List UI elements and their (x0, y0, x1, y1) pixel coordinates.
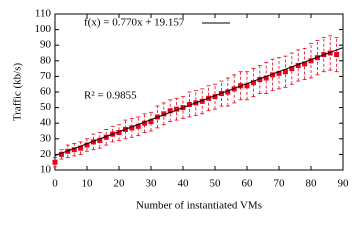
point (289, 66, 295, 72)
point (135, 123, 141, 129)
point (148, 119, 154, 125)
point (327, 50, 333, 56)
point (225, 89, 231, 95)
point (244, 83, 250, 89)
x-axis-label: Number of instantiated VMs (136, 200, 262, 212)
point (334, 52, 340, 58)
point (257, 77, 263, 83)
y-tick-label: 110 (35, 8, 52, 20)
point (90, 139, 96, 145)
y-tick-label: 100 (35, 23, 52, 35)
point (71, 147, 77, 153)
point (103, 134, 109, 140)
point (212, 94, 218, 100)
point (276, 70, 282, 76)
fit-line (54, 47, 344, 157)
y-tick-label: 20 (40, 148, 52, 160)
y-tick-label: 10 (40, 164, 52, 176)
point (52, 159, 58, 165)
chart: Traffic (kb/s) Number of instantiated VM… (12, 8, 350, 212)
y-tick-label: 80 (40, 54, 52, 66)
point (142, 120, 148, 126)
point (78, 145, 84, 151)
x-tick-label: 80 (306, 178, 318, 190)
x-tick-label: 20 (114, 178, 126, 190)
point (186, 101, 192, 107)
y-tick-label: 70 (40, 70, 52, 82)
point (97, 137, 103, 143)
x-tick-label: 50 (210, 178, 222, 190)
y-tick-label: 50 (40, 101, 52, 113)
x-tick-label: 70 (274, 178, 286, 190)
point (308, 58, 314, 64)
page: {"chart_data": { "type": "scatter", "x_l… (11, 7, 350, 212)
y-tick-label: 60 (40, 86, 52, 98)
point (263, 75, 269, 81)
x-tick-label: 60 (242, 178, 254, 190)
point (84, 142, 90, 148)
x-tick-label: 0 (52, 178, 58, 190)
x-tick-label: 30 (146, 178, 158, 190)
x-tick-label: 10 (82, 178, 94, 190)
point (174, 106, 180, 112)
x-tick-label: 40 (178, 178, 190, 190)
y-tick-label: 40 (40, 117, 52, 129)
point (129, 125, 135, 131)
point (167, 108, 173, 114)
point (58, 151, 64, 157)
fit-label: f(x) = 0.770x + 19.157 (84, 17, 185, 29)
point (270, 72, 276, 78)
point (116, 130, 122, 136)
y-tick-label: 30 (40, 132, 52, 144)
point (282, 69, 288, 75)
point (161, 111, 167, 117)
y-tick-label: 90 (40, 39, 52, 51)
x-tick-label: 90 (338, 178, 350, 190)
point (295, 62, 301, 68)
r2-label: R² = 0.9855 (84, 90, 137, 102)
point (199, 98, 205, 104)
y-axis-label: Traffic (kb/s) (12, 62, 24, 121)
point (250, 80, 256, 86)
point (302, 61, 308, 67)
